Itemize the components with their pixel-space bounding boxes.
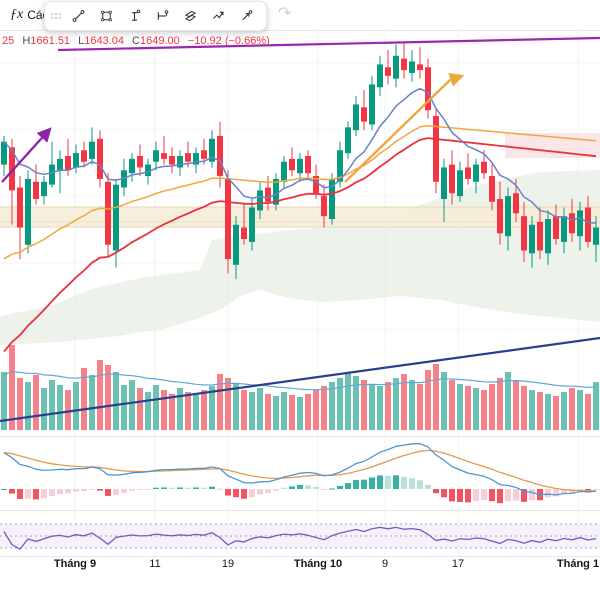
x-axis-label: Tháng 1 xyxy=(557,558,599,570)
horizontal-ray-tool-button[interactable] xyxy=(149,3,176,29)
trend-arrow-icon xyxy=(242,10,253,21)
legend-open-value: 25 xyxy=(2,35,15,47)
parallel-channel-icon xyxy=(184,10,197,22)
rectangle-tool-button[interactable] xyxy=(93,3,120,29)
trendline-drawings[interactable] xyxy=(0,36,600,423)
macd-pane xyxy=(1,443,599,504)
legend-low-label: L xyxy=(78,35,85,47)
legend-low-value: 1643.04 xyxy=(84,35,124,47)
fx-indicator-button[interactable]: ƒx xyxy=(6,2,27,28)
trend-arrow-tool-button[interactable] xyxy=(233,3,260,29)
x-axis-label: Tháng 9 xyxy=(54,558,96,570)
x-axis-label: 17 xyxy=(452,558,464,570)
x-axis-label: 19 xyxy=(222,558,234,570)
volume-series xyxy=(1,345,599,430)
moving-average-lines xyxy=(3,87,597,353)
drawing-tools-palette[interactable] xyxy=(44,1,267,31)
legend-close-label: C xyxy=(132,35,140,47)
legend-change-value: −10.92 (−0.66%) xyxy=(187,35,270,47)
ohlc-legend: 25 H1661.51 L1643.04 C1649.00 −10.92 (−0… xyxy=(2,35,270,47)
zigzag-arrow-icon xyxy=(213,11,224,19)
x-axis-label: Tháng 10 xyxy=(294,558,342,570)
x-axis-label: 9 xyxy=(382,558,388,570)
legend-high-value: 1661.51 xyxy=(30,35,71,47)
horizontal-ray-icon xyxy=(157,10,169,20)
trend-line-tool-button[interactable] xyxy=(65,3,92,29)
x-axis: Tháng 9 11 19 Tháng 10 9 17 Tháng 1 xyxy=(54,558,599,570)
vertical-range-icon xyxy=(132,9,141,21)
parallel-channel-tool-button[interactable] xyxy=(177,3,204,29)
x-axis-label: 11 xyxy=(149,558,160,570)
trend-line-icon xyxy=(72,10,85,22)
zigzag-arrow-tool-button[interactable] xyxy=(205,3,232,29)
vertical-range-tool-button[interactable] xyxy=(121,3,148,29)
legend-close-value: 1649.00 xyxy=(140,35,180,47)
candlestick-series xyxy=(1,41,599,280)
rectangle-icon xyxy=(101,10,112,22)
rsi-pane xyxy=(0,523,600,550)
redo-icon[interactable]: ↷ xyxy=(272,2,297,24)
highlight-bands[interactable] xyxy=(0,133,600,228)
drag-handle-icon[interactable] xyxy=(51,6,61,26)
indicators-label[interactable]: Các xyxy=(27,8,45,22)
legend-high-label: H xyxy=(22,35,31,47)
